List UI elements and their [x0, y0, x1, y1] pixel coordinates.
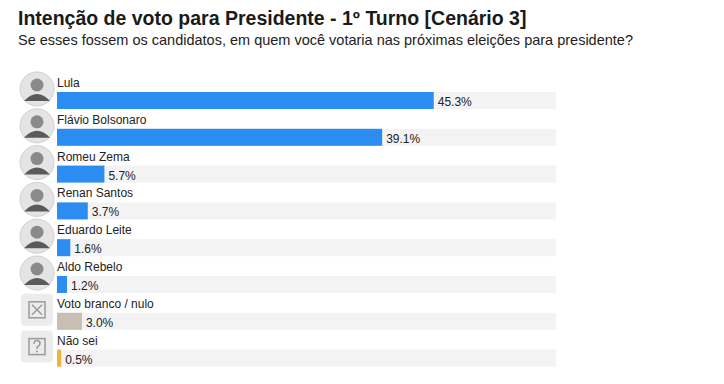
track [57, 129, 556, 146]
chart-container: Intenção de voto para Presidente - 1º Tu… [0, 0, 724, 384]
avatar-head [31, 263, 44, 276]
data-label: 1.2% [71, 279, 99, 293]
track [57, 166, 556, 183]
avatar [20, 219, 54, 253]
avatar-head [31, 152, 44, 165]
bar [57, 92, 434, 109]
bar [57, 276, 67, 293]
avatar-body [24, 131, 50, 138]
data-label: 5.7% [108, 169, 136, 183]
avatar-body [24, 94, 50, 101]
avatar-body [24, 168, 50, 175]
data-label: 3.7% [92, 205, 120, 219]
avatar [20, 109, 54, 143]
track [57, 276, 556, 293]
avatar [20, 256, 54, 290]
labels: Lula 45.3% Flávio Bolsonaro 39.1% Romeu Zema… [57, 76, 472, 367]
avatar-body [24, 278, 50, 285]
category-label: Aldo Rebelo [57, 260, 123, 274]
category-label: Flávio Bolsonaro [57, 113, 147, 127]
track [57, 202, 556, 219]
category-label: Romeu Zema [57, 150, 130, 164]
avatar-body [24, 204, 50, 211]
category-label: Eduardo Leite [57, 223, 132, 237]
bar [57, 166, 104, 183]
avatar-body [24, 241, 50, 248]
data-label: 0.5% [65, 353, 93, 367]
avatar [20, 72, 54, 106]
avatar-head [31, 79, 44, 92]
icon-x [32, 305, 42, 315]
avatar-head [31, 226, 44, 239]
data-label: 45.3% [438, 95, 472, 109]
bars [57, 92, 434, 367]
category-label: Não sei [57, 334, 98, 348]
title: Intenção de voto para Presidente - 1º Tu… [18, 7, 526, 29]
icon-frame [29, 339, 45, 355]
bar [57, 239, 70, 256]
track [57, 313, 556, 330]
track [57, 92, 556, 109]
track [57, 350, 556, 367]
icon-box [21, 294, 53, 326]
category-label: Renan Santos [57, 186, 133, 200]
bar [57, 313, 82, 330]
track [57, 239, 556, 256]
icon-box [21, 331, 53, 363]
tracks [57, 92, 556, 367]
bar [57, 202, 88, 219]
bar [57, 350, 61, 367]
icon-question-dot [36, 351, 38, 353]
avatar-head [31, 115, 44, 128]
category-label: Lula [57, 76, 80, 90]
icon-question [34, 341, 40, 350]
avatar [20, 182, 54, 216]
avatar-head [31, 189, 44, 202]
bar [57, 129, 382, 146]
data-label: 1.6% [74, 242, 102, 256]
chart-svg: Intenção de voto para Presidente - 1º Tu… [0, 0, 724, 384]
subtitle: Se esses fossem os candidatos, em quem v… [18, 32, 633, 48]
data-label: 39.1% [386, 132, 420, 146]
icon-frame [29, 302, 45, 318]
category-label: Voto branco / nulo [57, 297, 154, 311]
avatar [20, 146, 54, 180]
data-label: 3.0% [86, 316, 114, 330]
icons [20, 72, 54, 363]
